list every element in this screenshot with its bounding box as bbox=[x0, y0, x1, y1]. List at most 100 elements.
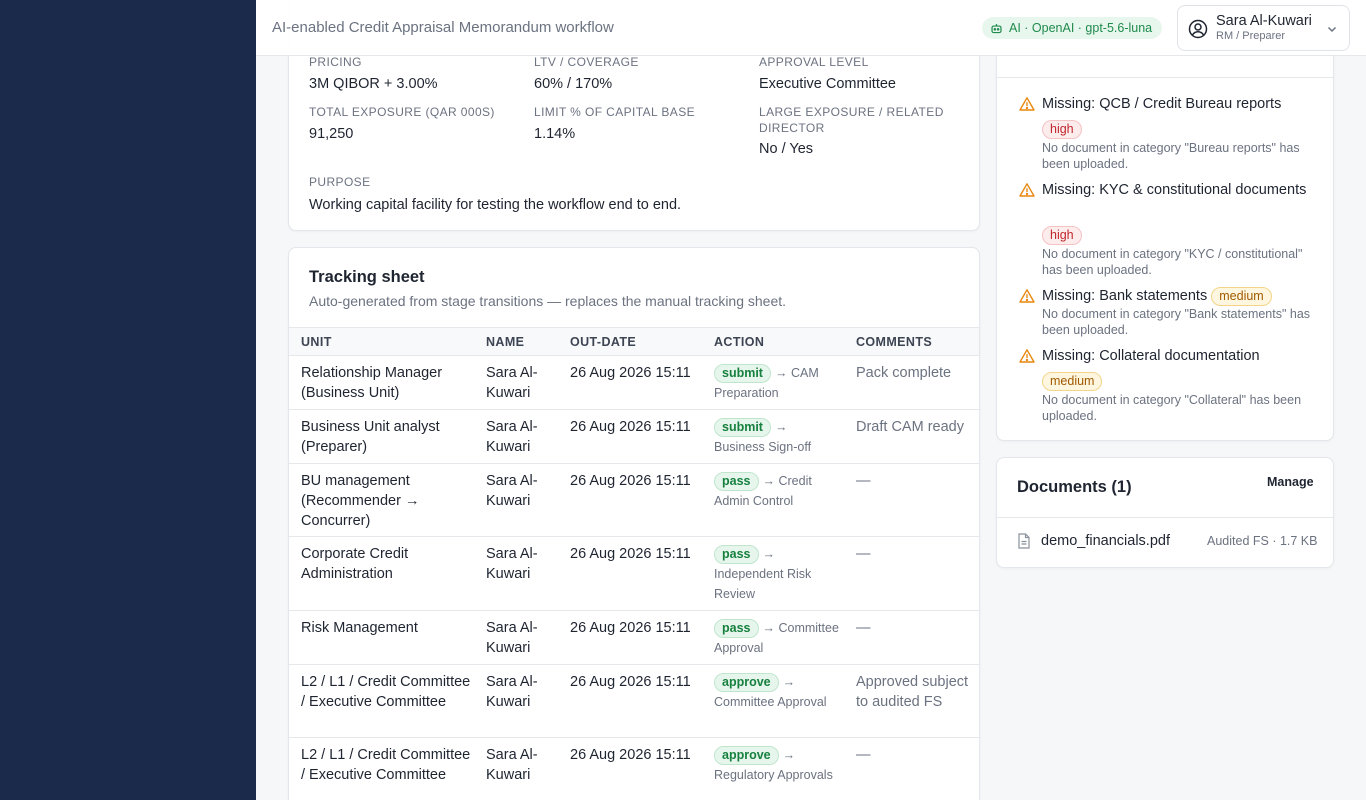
top-bar: AI-enabled Credit Appraisal Memorandum w… bbox=[256, 0, 1366, 56]
action-target: → Independent Risk Review bbox=[714, 547, 812, 601]
warning-icon bbox=[1019, 97, 1035, 111]
issue-description: No document in category "KYC / constitut… bbox=[1042, 247, 1303, 277]
table-header: UNIT NAME OUT-DATE ACTION COMMENTS bbox=[289, 327, 979, 356]
row-name: Sara Al-Kuwari bbox=[486, 473, 538, 509]
row-out-date: 26 Aug 2026 15:11 bbox=[570, 747, 691, 763]
severity-badge: high bbox=[1042, 226, 1082, 245]
row-action: pass → Independent Risk Review bbox=[714, 544, 839, 604]
tracking-subtitle: Auto-generated from stage transitions — … bbox=[309, 293, 787, 309]
tracking-sheet-card: Tracking sheet Auto-generated from stage… bbox=[288, 247, 980, 800]
row-out-date: 26 Aug 2026 15:11 bbox=[570, 620, 691, 636]
action-badge: submit bbox=[714, 364, 771, 383]
action-target: → Business Sign-off bbox=[714, 420, 812, 454]
issue-title: Missing: Bank statements medium bbox=[1042, 286, 1322, 306]
table-row: Business Unit analyst (Preparer) Sara Al… bbox=[289, 410, 979, 464]
purpose-field: Purpose Working capital facility for tes… bbox=[309, 174, 681, 214]
limit-label: Limit % of capital base bbox=[534, 105, 696, 119]
divider bbox=[997, 517, 1333, 518]
severity-badge: medium bbox=[1042, 372, 1103, 391]
issue-title-text: Missing: Bank statements bbox=[1042, 288, 1208, 304]
row-name: Sara Al-Kuwari bbox=[486, 674, 538, 710]
limit-value: 1.14% bbox=[534, 126, 576, 142]
issue-description: No document in category "Collateral" has… bbox=[1042, 393, 1302, 423]
column-action: ACTION bbox=[714, 335, 765, 349]
user-name: Sara Al-Kuwari bbox=[1216, 13, 1312, 29]
row-unit: L2 / L1 / Credit Committee / Executive C… bbox=[301, 674, 471, 710]
row-comment: — bbox=[856, 546, 871, 562]
row-unit: Relationship Manager (Business Unit) bbox=[301, 365, 443, 401]
row-name: Sara Al-Kuwari bbox=[486, 419, 538, 455]
row-out-date: 26 Aug 2026 15:11 bbox=[570, 365, 691, 381]
action-badge: pass bbox=[714, 545, 759, 564]
row-action: pass → Committee Approval bbox=[714, 618, 839, 658]
total-exposure-field: Total exposure (QAR 000s) 91,250 bbox=[309, 104, 495, 143]
row-name: Sara Al-Kuwari bbox=[486, 747, 538, 783]
ltv-field: LTV / Coverage 60% / 170% bbox=[534, 54, 639, 93]
user-circle-icon bbox=[1188, 19, 1208, 39]
pack-issues-card: Missing: QCB / Credit Bureau reports hig… bbox=[996, 0, 1334, 441]
row-comment: Approved subject to audited FS bbox=[856, 674, 969, 710]
large-exposure-field: Large exposure / related director No / Y… bbox=[759, 104, 969, 158]
table-row: L2 / L1 / Credit Committee / Executive C… bbox=[289, 738, 979, 800]
user-menu[interactable]: Sara Al-Kuwari RM / Preparer bbox=[1177, 5, 1350, 51]
large-exposure-label-line2: director bbox=[759, 121, 825, 135]
row-action: pass → Credit Admin Control bbox=[714, 471, 839, 511]
row-action: approve → Regulatory Approvals bbox=[714, 745, 839, 785]
sidebar bbox=[0, 0, 256, 800]
row-out-date: 26 Aug 2026 15:11 bbox=[570, 473, 691, 489]
column-comments: COMMENTS bbox=[856, 335, 933, 349]
row-comment: Pack complete bbox=[856, 365, 952, 381]
manage-documents-button[interactable]: Manage bbox=[1267, 475, 1314, 489]
action-badge: submit bbox=[714, 418, 771, 437]
file-icon bbox=[1018, 533, 1030, 549]
divider bbox=[997, 77, 1333, 78]
severity-badge: medium bbox=[1211, 287, 1272, 306]
column-out-date: OUT-DATE bbox=[570, 335, 637, 349]
row-action: approve → Committee Approval bbox=[714, 672, 839, 712]
table-row: L2 / L1 / Credit Committee / Executive C… bbox=[289, 665, 979, 738]
bot-icon bbox=[991, 23, 1002, 33]
row-comment: — bbox=[856, 473, 871, 489]
limit-field: Limit % of capital base 1.14% bbox=[534, 104, 695, 143]
action-badge: pass bbox=[714, 472, 759, 491]
user-role: RM / Preparer bbox=[1216, 30, 1286, 42]
action-badge: pass bbox=[714, 619, 759, 638]
ai-model-label: AI · OpenAI · gpt-5.6-luna bbox=[1009, 21, 1153, 35]
severity-badge: high bbox=[1042, 120, 1082, 139]
table-row: Risk Management Sara Al-Kuwari 26 Aug 20… bbox=[289, 611, 979, 665]
row-out-date: 26 Aug 2026 15:11 bbox=[570, 674, 691, 690]
row-out-date: 26 Aug 2026 15:11 bbox=[570, 419, 691, 435]
row-comment: — bbox=[856, 747, 871, 763]
action-target: → Credit Admin Control bbox=[714, 474, 812, 508]
tracking-title: Tracking sheet bbox=[309, 268, 425, 286]
pricing-field: Pricing 3M QIBOR + 3.00% bbox=[309, 54, 438, 93]
row-name: Sara Al-Kuwari bbox=[486, 546, 538, 582]
row-comment: — bbox=[856, 620, 871, 636]
documents-card: Documents (1) Manage demo_financials.pdf… bbox=[996, 457, 1334, 568]
row-unit: Corporate Credit Administration bbox=[301, 546, 409, 582]
table-row: Corporate Credit Administration Sara Al-… bbox=[289, 537, 979, 611]
warning-icon bbox=[1019, 349, 1035, 363]
issue-description: No document in category "Bank statements… bbox=[1042, 307, 1311, 337]
row-name: Sara Al-Kuwari bbox=[486, 620, 538, 656]
table-row: BU management (Recommender → Concurrer) … bbox=[289, 464, 979, 537]
issue-title: Missing: Collateral documentation bbox=[1042, 348, 1260, 364]
issue-title: Missing: QCB / Credit Bureau reports bbox=[1042, 96, 1282, 112]
action-badge: approve bbox=[714, 673, 779, 692]
warning-icon bbox=[1019, 289, 1035, 303]
row-unit: L2 / L1 / Credit Committee / Executive C… bbox=[301, 747, 471, 783]
action-badge: approve bbox=[714, 746, 779, 765]
row-unit: Business Unit analyst (Preparer) bbox=[301, 419, 440, 455]
row-out-date: 26 Aug 2026 15:11 bbox=[570, 546, 691, 562]
approval-level-label: Approval level bbox=[759, 55, 869, 69]
purpose-label: Purpose bbox=[309, 175, 371, 189]
document-link[interactable]: demo_financials.pdf bbox=[1041, 533, 1170, 549]
large-exposure-label-line1: Large exposure / related bbox=[759, 105, 944, 119]
approval-level-field: Approval level Executive Committee bbox=[759, 54, 896, 93]
purpose-value: Working capital facility for testing the… bbox=[309, 197, 682, 213]
issue-title: Missing: KYC & constitutional documents bbox=[1042, 182, 1307, 198]
document-meta: Audited FS · 1.7 KB bbox=[1207, 534, 1318, 548]
row-unit: BU management (Recommender → Concurrer) bbox=[301, 473, 420, 529]
column-name: NAME bbox=[486, 335, 525, 349]
chevron-down-icon bbox=[1327, 26, 1337, 33]
